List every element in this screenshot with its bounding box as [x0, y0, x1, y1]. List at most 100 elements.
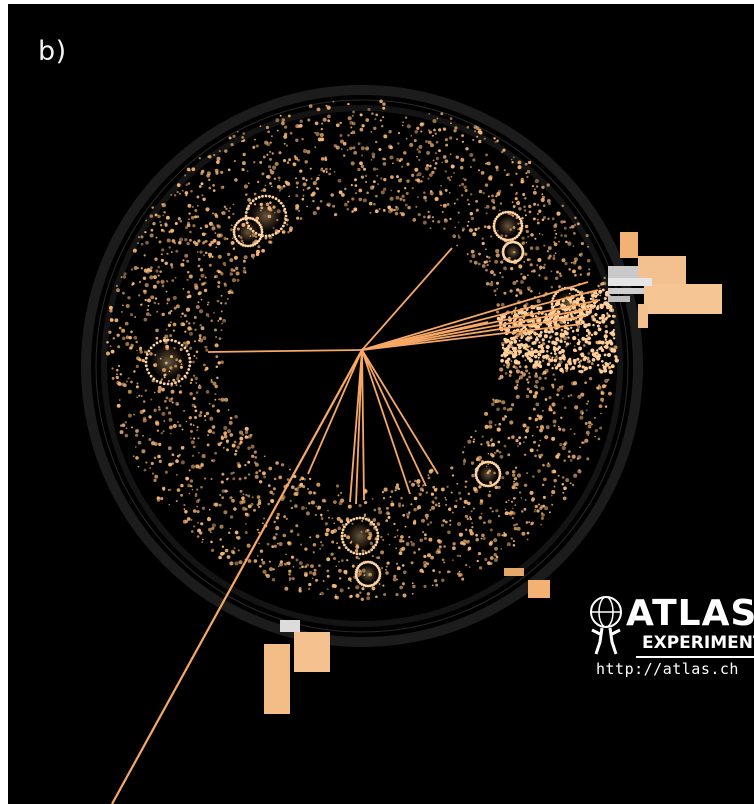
- tracker-hit: [515, 379, 520, 384]
- tracker-hit: [170, 338, 174, 342]
- tracker-hit: [261, 248, 265, 253]
- tracker-hit: [573, 473, 578, 478]
- tracker-hit: [279, 114, 282, 117]
- tracker-hit: [185, 194, 188, 197]
- tracker-hit: [596, 364, 600, 367]
- tracker-hit: [144, 389, 147, 392]
- tracker-hit: [249, 201, 253, 205]
- tracker-hit: [228, 531, 231, 534]
- tracker-hit: [252, 146, 256, 149]
- tracker-hit: [596, 293, 599, 296]
- tracker-hit: [366, 596, 371, 601]
- tracker-hit: [343, 543, 346, 547]
- tracker-hit: [324, 522, 329, 526]
- tracker-hit: [350, 184, 353, 187]
- tracker-hit: [614, 358, 619, 363]
- tracker-hit: [398, 504, 401, 508]
- tracker-hit: [573, 232, 576, 235]
- tracker-hit: [318, 174, 320, 177]
- tracker-hit: [271, 233, 275, 237]
- tracker-hit: [313, 491, 317, 495]
- tracker-hit: [485, 282, 490, 286]
- tracker-hit: [321, 167, 324, 170]
- tracker-hit: [142, 434, 144, 437]
- tracker-hit: [537, 352, 541, 357]
- tracker-hit: [230, 472, 234, 475]
- tracker-hit: [547, 340, 551, 343]
- tracker-hit: [491, 194, 494, 198]
- tracker-hit: [510, 537, 513, 540]
- tracker-hit: [122, 275, 127, 279]
- tracker-hit: [399, 585, 404, 590]
- tracker-hit: [258, 469, 262, 473]
- tracker-hit: [364, 489, 368, 493]
- tracker-hit: [353, 207, 357, 211]
- tracker-hit: [200, 282, 205, 287]
- tracker-hit: [237, 219, 241, 223]
- tracker-hit: [340, 559, 344, 562]
- tracker-hit: [202, 336, 207, 341]
- tracker-hit: [276, 184, 281, 189]
- tracker-hit: [609, 341, 614, 346]
- tracker-hit: [143, 317, 148, 322]
- tracker-hit: [438, 571, 441, 574]
- tracker-hit: [241, 243, 245, 247]
- tracker-hit: [537, 333, 543, 338]
- tracker-hit: [432, 119, 437, 124]
- tracker-hit: [279, 227, 283, 231]
- tracker-hit: [556, 363, 562, 368]
- tracker-hit: [253, 161, 256, 164]
- tracker-hit: [544, 506, 549, 511]
- tracker-hit: [584, 438, 589, 443]
- tracker-hit: [115, 375, 119, 380]
- tracker-hit: [194, 208, 198, 213]
- tracker-hit: [450, 466, 454, 470]
- tracker-hit: [549, 336, 552, 339]
- tracker-hit: [523, 304, 527, 309]
- tracker-hit: [304, 547, 308, 551]
- tracker-hit: [535, 246, 540, 251]
- tracker-hit: [487, 493, 492, 498]
- tracker-hit: [553, 424, 556, 427]
- tracker-hit: [523, 507, 527, 511]
- tracker-hit: [176, 403, 179, 406]
- tracker-hit: [202, 254, 205, 257]
- tracker-hit: [512, 280, 517, 286]
- tracker-hit: [121, 423, 126, 428]
- tracker-hit: [416, 481, 420, 485]
- tracker-hit: [566, 321, 570, 325]
- tracker-hit: [296, 216, 300, 220]
- tracker-hit: [527, 160, 532, 165]
- tracker-hit: [504, 512, 507, 515]
- tracker-hit: [298, 589, 302, 592]
- tracker-hit: [378, 583, 381, 585]
- tracker-hit: [302, 148, 308, 154]
- tracker-hit: [528, 204, 532, 209]
- tracker-hit: [330, 552, 334, 556]
- tracker-hit: [501, 354, 504, 357]
- tracker-hit: [187, 368, 191, 371]
- tracker-hit: [453, 171, 455, 174]
- tracker-hit: [405, 191, 409, 195]
- tracker-hit: [189, 392, 193, 396]
- tracker-hit: [590, 348, 595, 353]
- tracker-hit: [493, 451, 497, 455]
- tracker-hit: [470, 249, 475, 254]
- tracker-hit: [199, 227, 202, 230]
- particle-track: [355, 349, 363, 505]
- tracker-hit: [298, 123, 303, 128]
- tracker-hit: [603, 301, 608, 306]
- tracker-hit: [538, 232, 541, 235]
- tracker-hit: [223, 205, 227, 209]
- tracker-hit: [487, 256, 491, 259]
- tracker-hit: [451, 474, 455, 477]
- tracker-hit: [133, 413, 135, 416]
- tracker-hit: [437, 539, 442, 544]
- tracker-hit: [203, 414, 207, 418]
- tracker-hit: [226, 429, 232, 434]
- tracker-hit: [501, 237, 505, 241]
- tracker-hit: [561, 204, 564, 207]
- tracker-hit: [215, 355, 219, 358]
- tracker-hit: [130, 380, 133, 384]
- tracker-hit: [496, 449, 499, 453]
